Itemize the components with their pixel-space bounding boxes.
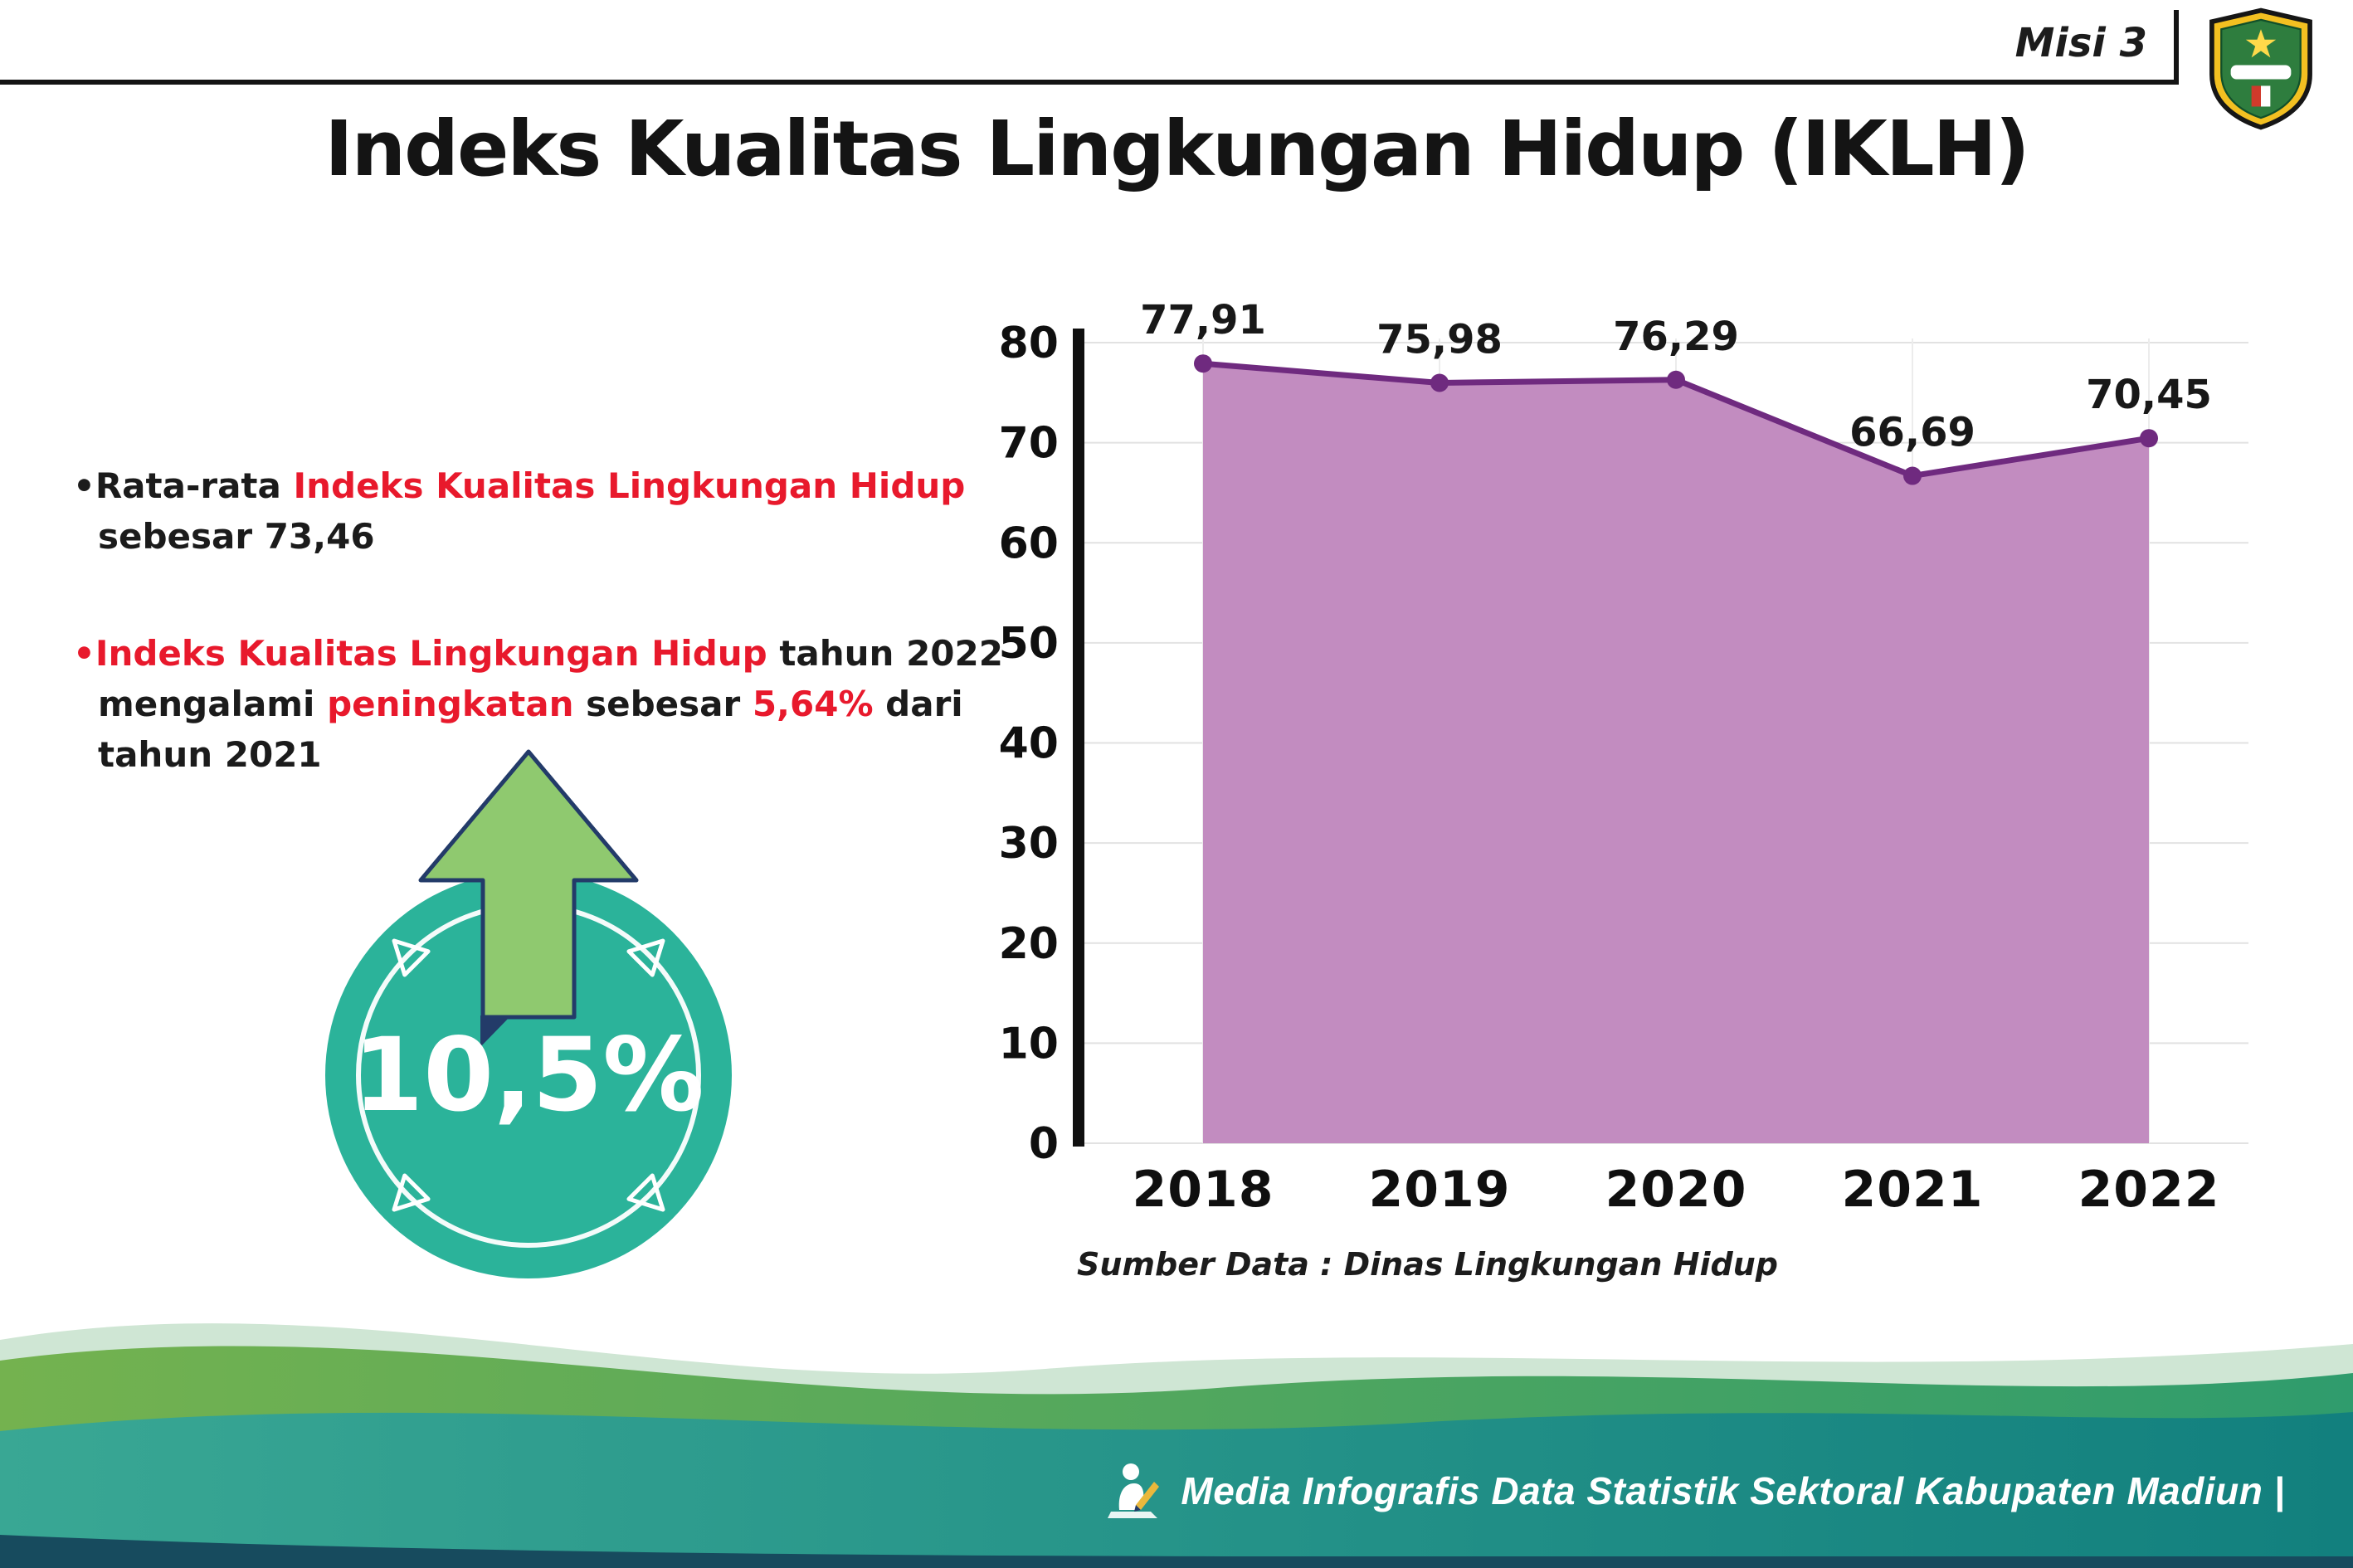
arrow-shadow	[480, 1015, 511, 1047]
svg-text:70: 70	[999, 419, 1059, 469]
svg-text:66,69: 66,69	[1849, 410, 1975, 456]
svg-text:50: 50	[999, 619, 1059, 669]
footer-bar: Media Infografis Data Statistik Sektoral…	[1103, 1460, 2285, 1522]
svg-text:70,45: 70,45	[2086, 372, 2212, 418]
bullet1-highlight: Indeks Kualitas Lingkungan Hidup	[293, 465, 966, 506]
bullet2-highlight-2: peningkatan	[327, 683, 574, 724]
svg-text:2020: 2020	[1605, 1161, 1747, 1218]
svg-text:0: 0	[1029, 1119, 1059, 1169]
footer-waves	[0, 1323, 2353, 1568]
badge-circle	[325, 872, 732, 1278]
wave-dark-strip	[0, 1535, 2353, 1568]
bullet2-text-1: tahun 2022 mengalami	[98, 633, 1003, 724]
svg-text:80: 80	[999, 319, 1059, 368]
badge-ring-ticks	[392, 938, 665, 1212]
increase-badge: 10,5%	[325, 749, 732, 1278]
svg-text:40: 40	[999, 719, 1059, 769]
header-rule-corner	[2174, 10, 2179, 85]
bullet2-highlight-1: •Indeks Kualitas Lingkungan Hidup	[73, 633, 767, 674]
misi-label: Misi 3	[2014, 20, 2147, 66]
svg-text:2021: 2021	[1842, 1161, 1984, 1218]
writer-icon	[1108, 1463, 1160, 1518]
bullet-increase-2022: •Indeks Kualitas Lingkungan Hidup tahun …	[73, 629, 1052, 781]
bullet2-text-2: sebesar	[573, 683, 753, 724]
bullet2-highlight-3: 5,64%	[752, 683, 874, 724]
page-title: Indeks Kualitas Lingkungan Hidup (IKLH)	[324, 105, 2029, 193]
wave-teal	[0, 1412, 2353, 1568]
bullet1-pre: •Rata-rata	[73, 465, 294, 506]
chart-source: Sumber Data : Dinas Lingkungan Hidup	[1077, 1246, 1778, 1283]
up-arrow-icon	[418, 749, 639, 1020]
bullet-average-iklh: •Rata-rata Indeks Kualitas Lingkungan Hi…	[73, 461, 1052, 562]
svg-text:75,98: 75,98	[1376, 316, 1503, 363]
svg-text:20: 20	[999, 919, 1059, 969]
bullet2-text-3: dari tahun 2021	[98, 683, 963, 775]
header-rule	[0, 80, 2174, 85]
svg-text:10: 10	[999, 1019, 1059, 1069]
badge-percentage: 10,5%	[353, 1016, 704, 1134]
bullet1-value: sebesar 73,46	[98, 515, 375, 557]
svg-text:60: 60	[999, 519, 1059, 568]
iklh-area-chart: 77,91 75,98 76,29 66,69 70,45 0 10 20 30 40 50 60 70…	[999, 297, 2248, 1218]
svg-text:76,29: 76,29	[1613, 314, 1739, 360]
svg-text:77,91: 77,91	[1140, 297, 1266, 343]
svg-text:2019: 2019	[1369, 1161, 1511, 1218]
footer-caption: Media Infografis Data Statistik Sektoral…	[1181, 1469, 2285, 1512]
svg-text:2022: 2022	[2078, 1161, 2220, 1218]
svg-text:2018: 2018	[1133, 1161, 1274, 1218]
svg-text:30: 30	[999, 819, 1059, 869]
kabupaten-madiun-logo	[2209, 7, 2312, 130]
